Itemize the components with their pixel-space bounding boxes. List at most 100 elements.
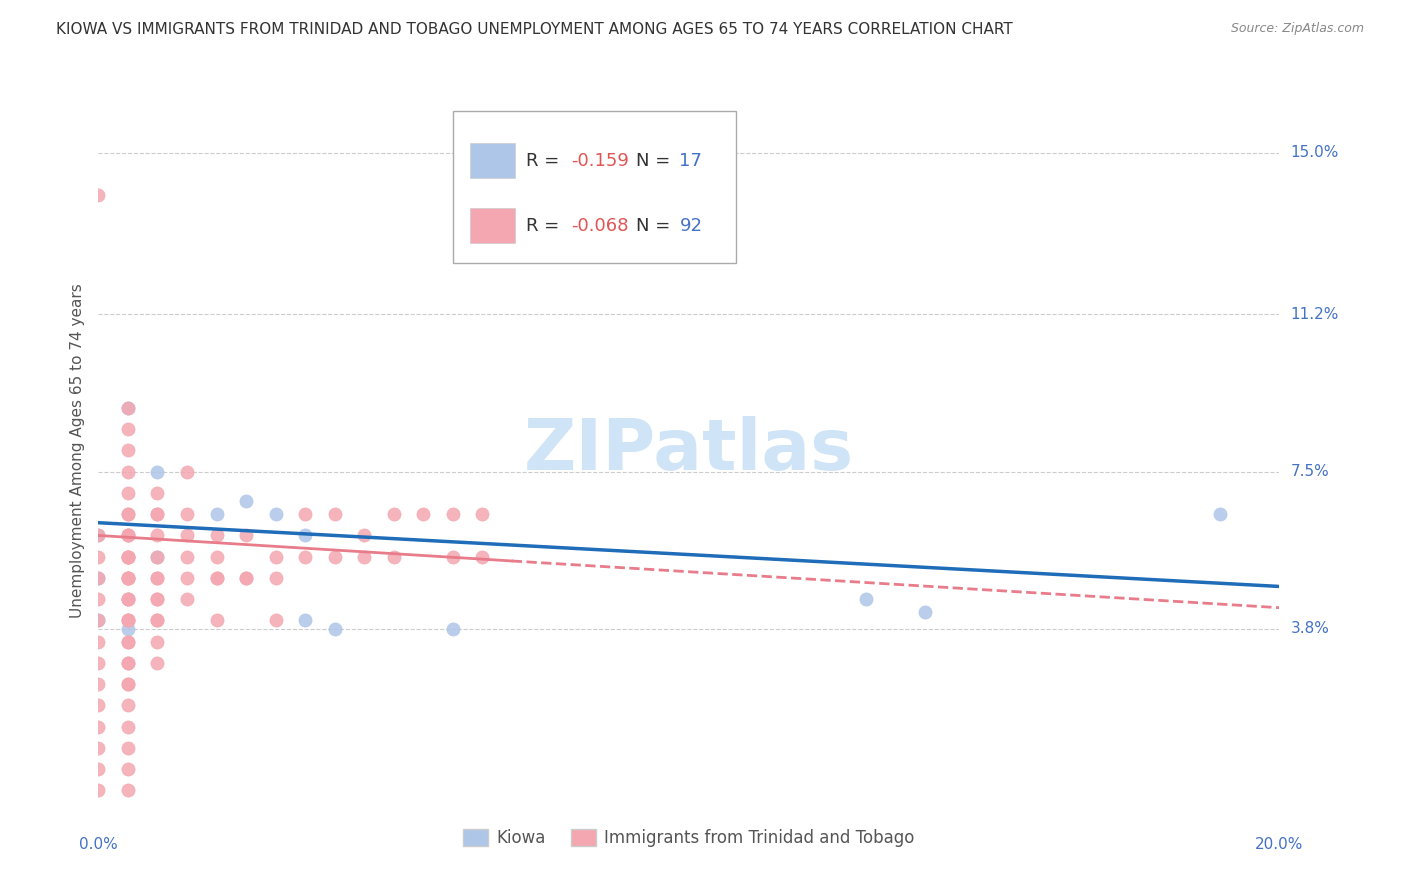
Point bbox=[117, 634, 139, 648]
Point bbox=[146, 592, 169, 607]
Point bbox=[117, 614, 139, 628]
Point bbox=[914, 605, 936, 619]
Point bbox=[117, 422, 139, 436]
Legend: Kiowa, Immigrants from Trinidad and Tobago: Kiowa, Immigrants from Trinidad and Toba… bbox=[457, 822, 921, 854]
Point bbox=[471, 507, 494, 521]
Point bbox=[117, 528, 139, 542]
Point bbox=[117, 465, 139, 479]
Text: N =: N = bbox=[636, 217, 676, 235]
Point bbox=[117, 592, 139, 607]
Point bbox=[117, 401, 139, 415]
Point bbox=[117, 698, 139, 713]
Point bbox=[117, 507, 139, 521]
Point bbox=[382, 549, 405, 564]
Text: 11.2%: 11.2% bbox=[1291, 307, 1339, 322]
Point bbox=[146, 549, 169, 564]
Point bbox=[382, 507, 405, 521]
Point bbox=[117, 401, 139, 415]
Point bbox=[205, 528, 228, 542]
Point bbox=[146, 592, 169, 607]
Point bbox=[117, 614, 139, 628]
Point bbox=[87, 614, 110, 628]
Point bbox=[117, 622, 139, 636]
Point bbox=[87, 592, 110, 607]
Point bbox=[117, 677, 139, 691]
Point bbox=[264, 571, 287, 585]
Point bbox=[294, 528, 316, 542]
Point bbox=[146, 656, 169, 670]
Point bbox=[176, 465, 198, 479]
FancyBboxPatch shape bbox=[471, 209, 516, 244]
Point bbox=[87, 528, 110, 542]
Point bbox=[87, 549, 110, 564]
Point bbox=[146, 507, 169, 521]
Point bbox=[117, 634, 139, 648]
FancyBboxPatch shape bbox=[471, 144, 516, 178]
Point bbox=[117, 507, 139, 521]
Point bbox=[146, 571, 169, 585]
Text: 20.0%: 20.0% bbox=[1256, 837, 1303, 852]
Point bbox=[264, 549, 287, 564]
Point bbox=[117, 592, 139, 607]
Text: ZIPatlas: ZIPatlas bbox=[524, 416, 853, 485]
Point bbox=[117, 486, 139, 500]
Point bbox=[117, 592, 139, 607]
Point bbox=[441, 549, 464, 564]
Point bbox=[205, 507, 228, 521]
Point bbox=[117, 571, 139, 585]
Point bbox=[117, 783, 139, 797]
Text: 7.5%: 7.5% bbox=[1291, 464, 1329, 479]
Text: 15.0%: 15.0% bbox=[1291, 145, 1339, 161]
Point bbox=[87, 571, 110, 585]
Point bbox=[146, 465, 169, 479]
Point bbox=[146, 549, 169, 564]
Point bbox=[146, 614, 169, 628]
Text: KIOWA VS IMMIGRANTS FROM TRINIDAD AND TOBAGO UNEMPLOYMENT AMONG AGES 65 TO 74 YE: KIOWA VS IMMIGRANTS FROM TRINIDAD AND TO… bbox=[56, 22, 1012, 37]
Point bbox=[146, 486, 169, 500]
Point bbox=[235, 571, 257, 585]
FancyBboxPatch shape bbox=[453, 111, 737, 262]
Y-axis label: Unemployment Among Ages 65 to 74 years: Unemployment Among Ages 65 to 74 years bbox=[69, 283, 84, 618]
Point bbox=[323, 549, 346, 564]
Point bbox=[117, 443, 139, 458]
Point bbox=[87, 188, 110, 202]
Point bbox=[205, 571, 228, 585]
Point bbox=[235, 528, 257, 542]
Point bbox=[117, 656, 139, 670]
Point bbox=[353, 528, 375, 542]
Point bbox=[146, 507, 169, 521]
Point bbox=[264, 614, 287, 628]
Text: 0.0%: 0.0% bbox=[79, 837, 118, 852]
Point bbox=[87, 656, 110, 670]
Point bbox=[235, 571, 257, 585]
Point bbox=[855, 592, 877, 607]
Text: R =: R = bbox=[526, 217, 565, 235]
Point bbox=[117, 549, 139, 564]
Point bbox=[87, 571, 110, 585]
Point bbox=[117, 528, 139, 542]
Point bbox=[146, 614, 169, 628]
Text: 3.8%: 3.8% bbox=[1291, 622, 1330, 637]
Point bbox=[294, 614, 316, 628]
Text: 17: 17 bbox=[679, 152, 703, 169]
Point bbox=[87, 634, 110, 648]
Point bbox=[441, 622, 464, 636]
Point bbox=[205, 614, 228, 628]
Point bbox=[117, 762, 139, 776]
Point bbox=[117, 549, 139, 564]
Point bbox=[87, 741, 110, 756]
Point bbox=[87, 677, 110, 691]
Point bbox=[87, 783, 110, 797]
Point bbox=[117, 571, 139, 585]
Point bbox=[117, 720, 139, 734]
Point bbox=[323, 507, 346, 521]
Point bbox=[264, 507, 287, 521]
Point bbox=[294, 507, 316, 521]
Point bbox=[87, 720, 110, 734]
Point bbox=[87, 762, 110, 776]
Point bbox=[117, 549, 139, 564]
Point bbox=[117, 549, 139, 564]
Point bbox=[1209, 507, 1232, 521]
Point bbox=[117, 528, 139, 542]
Point bbox=[235, 494, 257, 508]
